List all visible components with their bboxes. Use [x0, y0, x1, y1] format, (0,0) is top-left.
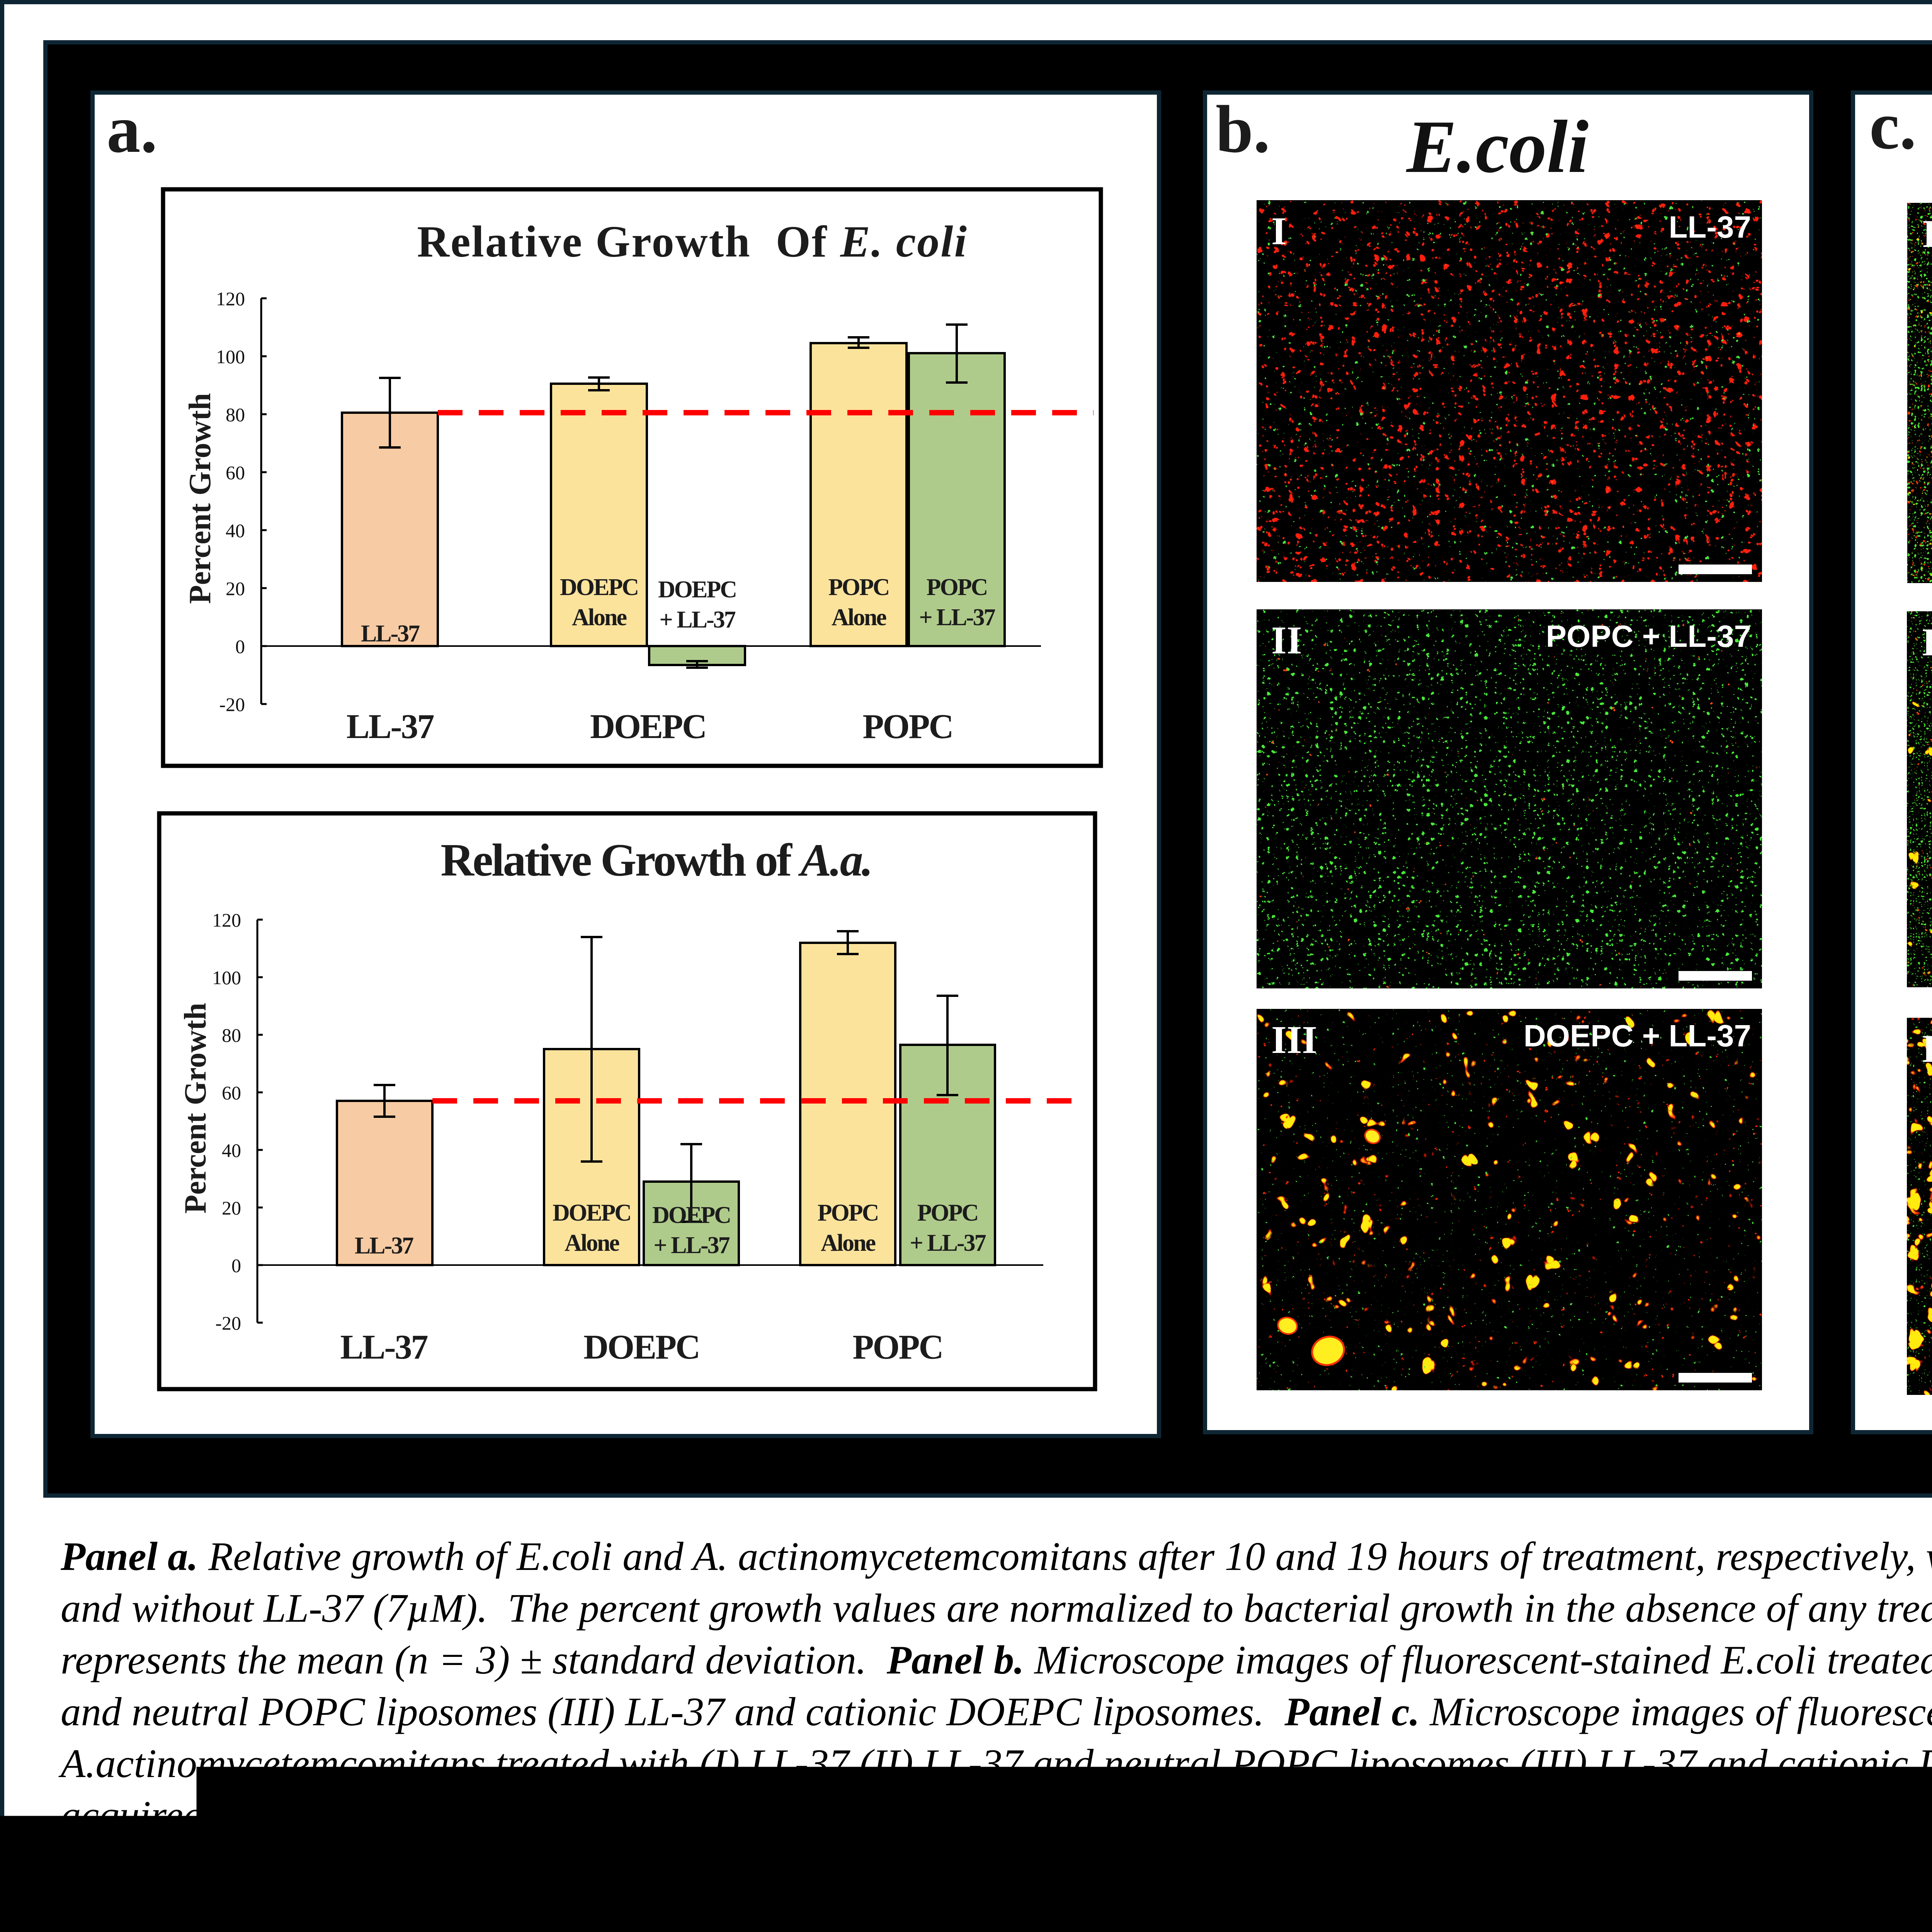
svg-text:DOEPC: DOEPC	[553, 1200, 631, 1226]
svg-text:POPC: POPC	[828, 574, 889, 600]
svg-text:+ LL-37: + LL-37	[653, 1232, 730, 1259]
svg-text:LL-37: LL-37	[355, 1233, 413, 1259]
svg-text:LL-37: LL-37	[340, 1328, 427, 1366]
svg-text:POPC: POPC	[853, 1328, 943, 1366]
svg-text:120: 120	[216, 288, 245, 310]
svg-text:POPC: POPC	[927, 574, 987, 600]
svg-text:+ LL-37: + LL-37	[910, 1230, 986, 1256]
svg-text:DOEPC: DOEPC	[652, 1202, 730, 1228]
svg-text:0: 0	[231, 1255, 241, 1276]
svg-text:POPC: POPC	[917, 1200, 978, 1226]
svg-text:80: 80	[226, 404, 245, 425]
svg-text:0: 0	[235, 636, 245, 657]
svg-text:-20: -20	[219, 694, 245, 715]
svg-text:60: 60	[226, 462, 245, 483]
svg-text:Percent Growth: Percent Growth	[179, 1003, 213, 1214]
svg-text:DOEPC: DOEPC	[658, 577, 736, 603]
svg-text:Alone: Alone	[565, 1230, 619, 1256]
svg-text:60: 60	[222, 1082, 241, 1104]
svg-text:Alone: Alone	[821, 1230, 875, 1256]
svg-text:+ LL-37: + LL-37	[659, 607, 735, 633]
svg-text:POPC: POPC	[863, 707, 953, 746]
svg-text:Relative Growth of A.a.: Relative Growth of A.a.	[440, 834, 872, 886]
svg-text:+ LL-37: + LL-37	[919, 604, 995, 631]
svg-text:DOEPC: DOEPC	[560, 574, 638, 600]
svg-text:DOEPC: DOEPC	[583, 1328, 699, 1366]
svg-text:LL-37: LL-37	[346, 707, 434, 746]
svg-text:Alone: Alone	[572, 604, 626, 631]
svg-text:POPC: POPC	[818, 1200, 878, 1226]
svg-text:DOEPC: DOEPC	[590, 707, 706, 746]
svg-text:100: 100	[216, 346, 245, 367]
svg-text:40: 40	[226, 520, 245, 541]
svg-text:LL-37: LL-37	[361, 621, 420, 647]
svg-text:120: 120	[212, 909, 241, 931]
svg-text:20: 20	[226, 578, 245, 599]
svg-text:20: 20	[222, 1197, 241, 1219]
svg-text:Alone: Alone	[832, 604, 886, 631]
svg-text:40: 40	[222, 1139, 241, 1161]
svg-text:Relative Growth Of E. coli: Relative Growth Of E. coli	[417, 217, 968, 267]
svg-text:-20: -20	[215, 1312, 241, 1334]
svg-text:80: 80	[222, 1024, 241, 1046]
svg-text:100: 100	[212, 967, 241, 988]
svg-text:Percent Growth: Percent Growth	[183, 393, 217, 604]
